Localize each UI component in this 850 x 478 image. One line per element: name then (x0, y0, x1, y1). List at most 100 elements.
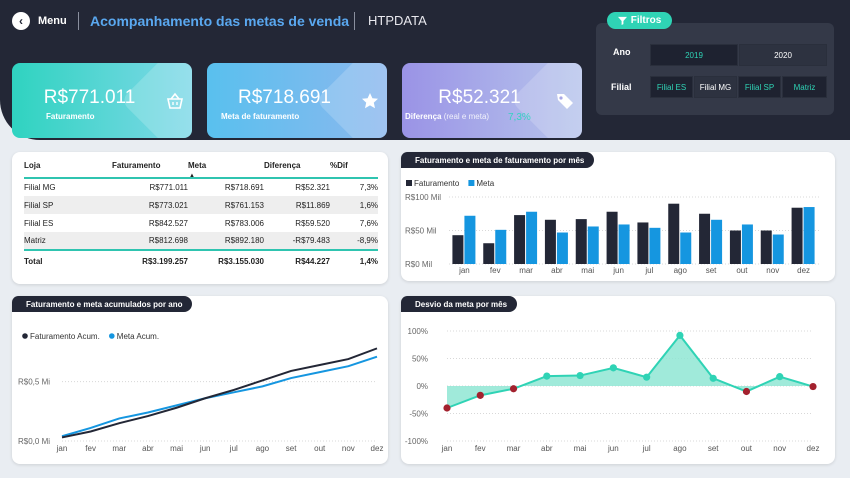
year-2019-button[interactable]: 2019 (650, 44, 738, 66)
filial-es-button[interactable]: Filial ES (650, 76, 693, 98)
sales-table: Loja Faturamento Meta ▲ Diferença %Dif Fi… (24, 152, 378, 272)
table-row[interactable]: Filial ES R$842.527 R$783.006 R$59.520 7… (24, 214, 378, 232)
kpi-diferenca: R$52.321 Diferença (real e meta) 7,3% (402, 63, 582, 138)
bar-faturamento (699, 213, 711, 264)
bar-faturamento (606, 211, 618, 264)
chart-title: Faturamento e meta de faturamento por mê… (401, 152, 595, 168)
col-header-loja[interactable]: Loja (24, 161, 41, 170)
x-tick-label: nov (773, 444, 786, 453)
x-tick-label: set (286, 444, 297, 453)
data-point (509, 385, 518, 393)
line-chart: R$0,0 Mi R$0,5 Mi jan fev mar abr mai jun jul ago… (18, 332, 383, 453)
col-header-diferenca[interactable]: Diferença (264, 161, 301, 170)
area-chart: -100% -50% 0% 50% 100% jan fev mar abr mai jun jul a… (405, 327, 820, 453)
x-tick-label: out (741, 444, 753, 453)
kpi-label: Faturamento (46, 112, 95, 121)
table-row[interactable]: Matriz R$812.698 R$892.180 -R$79.483 -8,… (24, 232, 378, 250)
cell-diferenca: R$52.321 (295, 183, 330, 192)
bar-meta (711, 219, 723, 264)
x-tick-label: mar (507, 444, 521, 453)
bar-faturamento (729, 230, 741, 264)
legend-marker (468, 180, 475, 186)
data-point (576, 371, 584, 380)
legend-marker (109, 333, 115, 339)
cell-diferenca: -R$79.483 (264, 232, 330, 250)
table-total-row: Total R$3.199.257 R$3.155.030 R$44.227 1… (24, 249, 378, 272)
y-tick-label: -50% (409, 410, 428, 419)
header-divider (354, 12, 355, 30)
bar-faturamento (514, 215, 526, 264)
header-divider (78, 12, 79, 30)
bar-faturamento (760, 230, 772, 264)
table-row[interactable]: Filial MG R$771.011 R$718.691 R$52.321 7… (24, 178, 378, 196)
y-tick-label: 50% (412, 355, 428, 364)
x-tick-label: jun (199, 444, 211, 453)
cell-meta: R$783.006 (224, 218, 264, 228)
bar-faturamento (668, 203, 680, 264)
table-row[interactable]: Filial SP R$773.021 R$761.153 R$11.869 1… (24, 196, 378, 214)
kpi-value: R$718.691 (238, 87, 331, 108)
legend-label: Meta Acum. (117, 332, 159, 341)
legend-label: Faturamento (414, 179, 460, 188)
bar-meta (526, 211, 538, 264)
cell-total-meta: R$3.155.030 (188, 249, 264, 272)
year-2020-button[interactable]: 2020 (739, 44, 827, 66)
bar-meta (680, 232, 692, 264)
bar-chart: R$0 Mil R$50 Mil R$100 Mil jan fev mar abr mai j… (405, 179, 819, 275)
y-tick-label: 0% (416, 382, 428, 391)
col-header-meta[interactable]: Meta ▲ (188, 152, 264, 179)
bar-meta (649, 227, 661, 264)
filial-mg-button[interactable]: Filial MG (694, 76, 737, 98)
filial-sp-button[interactable]: Filial SP (738, 76, 781, 98)
legend-marker (406, 180, 412, 186)
data-point (809, 382, 817, 391)
filter-icon (617, 16, 627, 25)
kpi-faturamento: R$771.011 Faturamento (12, 63, 192, 138)
col-header-faturamento[interactable]: Faturamento (112, 161, 161, 170)
deviation-line (446, 333, 814, 409)
x-tick-label: mai (170, 444, 183, 453)
data-point (443, 404, 451, 412)
x-tick-label: ago (673, 444, 687, 453)
cell-loja: Matriz (24, 232, 112, 250)
col-header-pct-dif[interactable]: %Dif (330, 161, 348, 170)
kpi-meta: R$718.691 Meta de faturamento (207, 63, 387, 138)
bar-meta (772, 234, 784, 264)
cell-total-label: Total (24, 249, 112, 272)
x-tick-label: set (708, 444, 719, 453)
x-tick-label: set (706, 266, 717, 275)
shopping-basket-icon (167, 92, 183, 109)
back-arrow-icon[interactable]: ‹ (12, 12, 30, 30)
matriz-button[interactable]: Matriz (782, 76, 827, 98)
x-tick-label: jul (642, 444, 651, 453)
y-tick-label: R$50 Mil (405, 227, 437, 236)
cell-total-pct-dif: 1,4% (330, 249, 378, 272)
x-tick-label: ago (674, 266, 688, 275)
bar-meta (618, 224, 630, 264)
filtros-button[interactable]: Filtros (607, 12, 672, 29)
x-tick-label: mai (574, 444, 587, 453)
cell-faturamento: R$771.011 (149, 183, 188, 192)
kpi-value: R$771.011 (43, 87, 136, 108)
bar-faturamento (452, 235, 464, 264)
x-tick-label: mai (581, 266, 594, 275)
x-tick-label: fev (85, 444, 96, 453)
menu-button[interactable]: ‹ Menu (12, 10, 67, 32)
cell-faturamento: R$842.527 (148, 218, 188, 228)
menu-label: Menu (38, 15, 67, 27)
data-point (643, 373, 651, 381)
filter-panel: Ano 2019 2020 Filial Filial ES Filial MG… (596, 23, 834, 115)
bar-faturamento (483, 243, 495, 264)
bar-faturamento (544, 219, 556, 264)
cell-pct-dif: 7,3% (359, 183, 378, 192)
x-tick-label: ago (256, 444, 270, 453)
x-tick-label: dez (797, 266, 810, 275)
bar-meta (741, 224, 753, 264)
y-tick-label: -100% (405, 437, 428, 446)
x-tick-label: nov (342, 444, 355, 453)
x-tick-label: out (736, 266, 748, 275)
bar-meta (556, 232, 568, 264)
cell-pct-dif: 7,6% (359, 218, 378, 228)
cell-total-diferenca: R$44.227 (264, 249, 330, 272)
x-tick-label: jul (644, 266, 653, 275)
